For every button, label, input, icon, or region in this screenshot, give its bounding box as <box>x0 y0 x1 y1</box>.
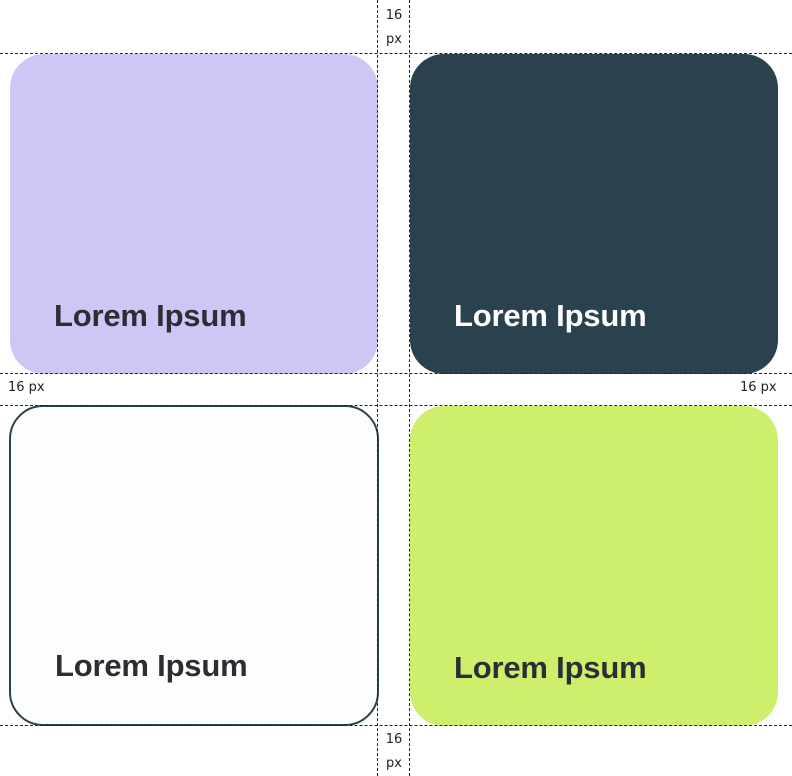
card-lime[interactable]: Lorem Ipsum <box>410 406 778 726</box>
card-dark-slate[interactable]: Lorem Ipsum <box>410 54 778 374</box>
spacing-label-top: 16 px <box>385 8 403 47</box>
spacing-label-left: 16 px <box>8 380 45 395</box>
spacing-label-bottom: 16 px <box>385 732 403 771</box>
card-outlined[interactable]: Lorem Ipsum <box>9 405 379 726</box>
card-title: Lorem Ipsum <box>55 648 248 683</box>
spacing-label-right: 16 px <box>740 380 777 395</box>
card-title: Lorem Ipsum <box>454 650 647 685</box>
card-title: Lorem Ipsum <box>454 298 647 333</box>
card-title: Lorem Ipsum <box>54 298 247 333</box>
card-lavender[interactable]: Lorem Ipsum <box>10 54 378 374</box>
